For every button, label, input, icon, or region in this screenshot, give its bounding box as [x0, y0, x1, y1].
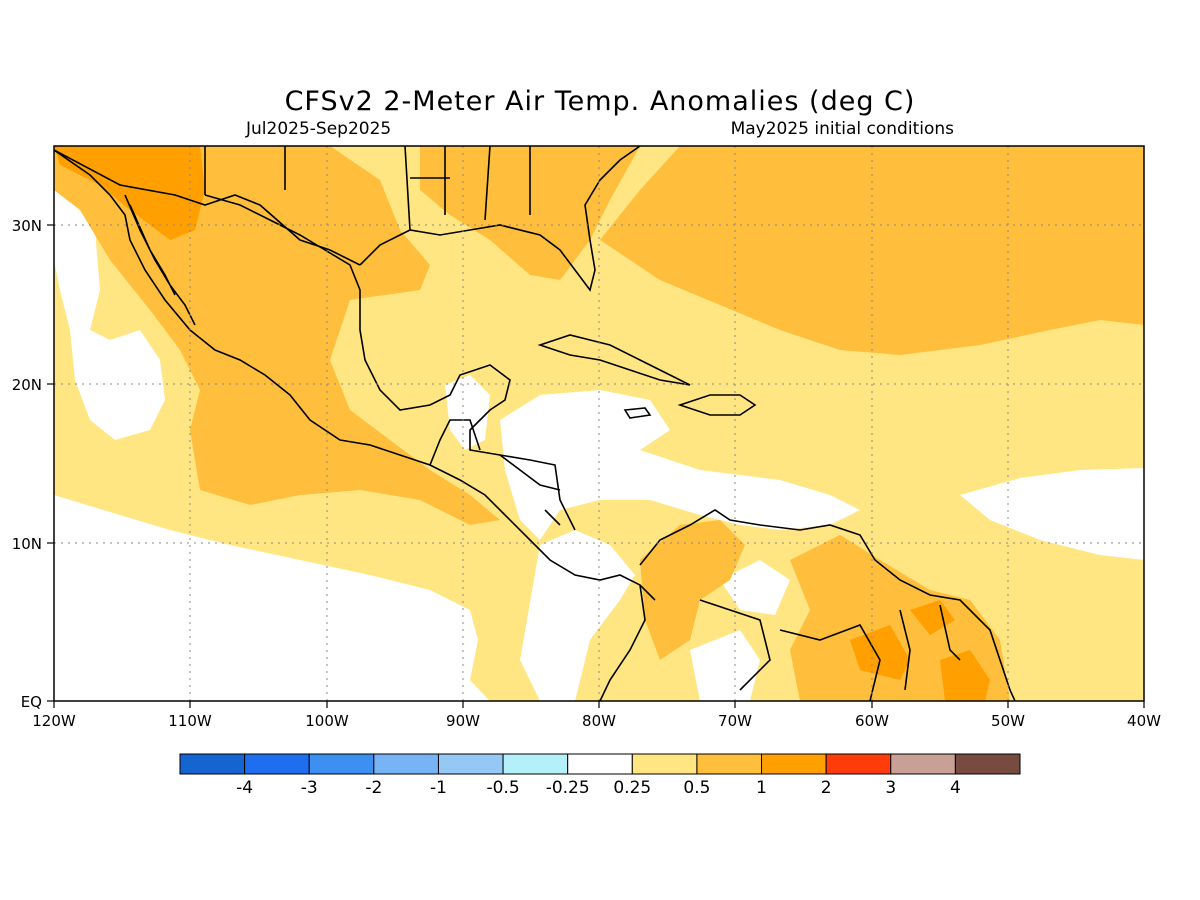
colorbar-swatch [890, 753, 956, 775]
colorbar-label: -1 [430, 778, 447, 798]
colorbar-label: -2 [365, 778, 382, 798]
coastline-pacific-mexico-central-america [54, 149, 656, 601]
colorbar-label: 3 [885, 778, 896, 798]
initial-conditions: May2025 initial conditions [730, 119, 954, 139]
border-south-america [599, 584, 961, 701]
forecast-period: Jul2025-Sep2025 [246, 119, 392, 139]
colorbar-swatch [631, 753, 698, 775]
anomaly-fields [54, 146, 1144, 701]
colorbar-swatch [567, 753, 633, 775]
lon-label: 60W [855, 712, 889, 730]
coastline-jamaica [623, 407, 652, 419]
coastline-cuba [537, 334, 691, 386]
lon-label: 120W [32, 712, 76, 730]
colorbar-label: 4 [950, 778, 961, 798]
neutral-area-panama [520, 530, 635, 701]
border-us-mexico [54, 149, 361, 266]
colorbar-label: 2 [821, 778, 832, 798]
lat-label: EQ [21, 693, 42, 711]
lon-label: 40W [1127, 712, 1161, 730]
colorbar-swatch [825, 753, 892, 775]
coastline-south-america-north [639, 509, 1016, 701]
warm-area-venezuela [640, 520, 745, 660]
lon-label: 70W [718, 712, 752, 730]
coastline-hispaniola [677, 394, 757, 416]
colorbar-swatch [244, 753, 310, 775]
lon-labels: 120W 110W 100W 90W 80W 70W 60W 50W 40W [32, 712, 1161, 730]
colorbar-swatch [954, 753, 1021, 775]
colorbar-label: 0.5 [683, 778, 710, 798]
lat-label: 30N [12, 217, 42, 235]
graticule [54, 146, 1144, 701]
lon-label: 90W [446, 712, 480, 730]
hot-area-amapa [940, 650, 990, 701]
border-us-states [204, 146, 531, 231]
colorbar-swatch [696, 753, 763, 775]
warm-area-atlantic [600, 146, 1144, 355]
lon-label: 110W [168, 712, 212, 730]
lat-labels: EQ 10N 20N 30N [12, 217, 42, 711]
colorbar-swatch [308, 753, 375, 775]
colorbar-label: -4 [236, 778, 253, 798]
lat-label: 20N [12, 376, 42, 394]
neutral-area-gulf-honduras [445, 375, 490, 450]
hot-area-guiana-interior [850, 625, 910, 680]
coastlines [54, 146, 1016, 701]
colorbar-label: 1 [756, 778, 767, 798]
hot-area-suriname [910, 600, 955, 635]
lon-label: 80W [582, 712, 616, 730]
neutral-area-baja-offshore [54, 175, 165, 440]
neutral-area-atlantic [960, 468, 1144, 560]
neutral-area-caribbean [500, 390, 860, 540]
axis-ticks [47, 224, 1145, 708]
colorbar [179, 753, 1021, 775]
neutral-area-amazon [690, 630, 760, 701]
colorbar-swatch [373, 753, 439, 775]
map-title: CFSv2 2-Meter Air Temp. Anomalies (deg C… [284, 86, 916, 117]
lon-label: 50W [991, 712, 1025, 730]
colorbar-swatch [437, 753, 504, 775]
neutral-area-colombia [720, 560, 790, 615]
colorbar-labels: -4 -3 -2 -1 -0.5 -0.25 0.25 0.5 1 2 3 4 [236, 778, 961, 798]
colorbar-label: 0.25 [613, 778, 651, 798]
colorbar-label: -3 [301, 778, 318, 798]
colorbar-swatch [179, 753, 246, 775]
lon-label: 100W [305, 712, 349, 730]
lat-label: 10N [12, 535, 42, 553]
colorbar-swatch [761, 753, 827, 775]
colorbar-label: -0.25 [546, 778, 590, 798]
coastline-baja [124, 194, 196, 326]
coastline-us-gulf [359, 146, 641, 292]
colorbar-label: -0.5 [486, 778, 519, 798]
colorbar-swatch [502, 753, 569, 775]
neutral-area-eastern-pacific [54, 495, 490, 701]
border-central-america [429, 419, 561, 526]
